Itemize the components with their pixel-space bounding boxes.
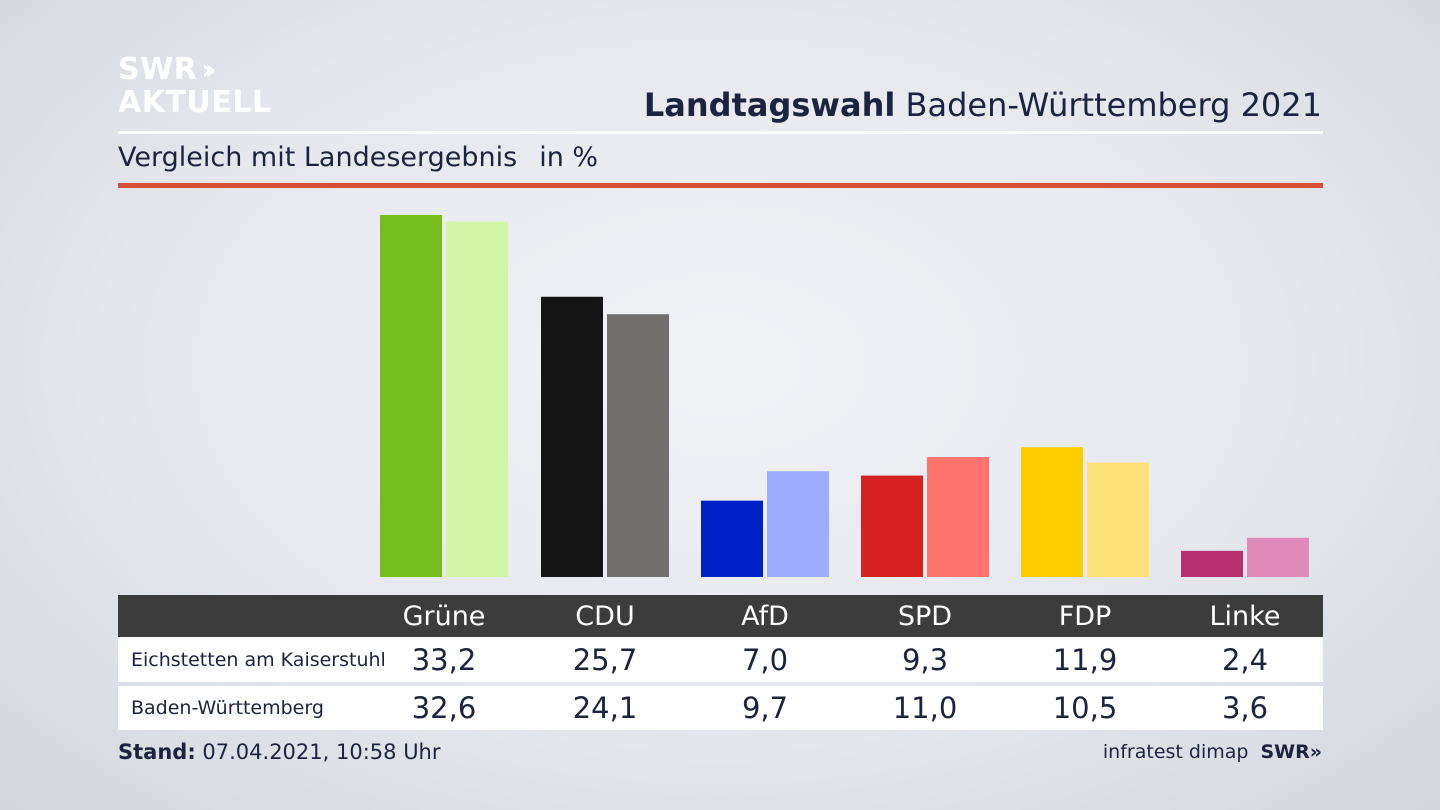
row-label: Baden-Württemberg [131,697,324,719]
value-cell: 9,7 [741,691,789,725]
stand-value: 07.04.2021, 10:58 Uhr [202,740,441,764]
column-header-fdp: FDP [1058,600,1112,632]
accent-divider [118,183,1323,188]
bar-afd-local [701,500,763,577]
bar-linke-state [1247,537,1309,577]
title-bold: Landtagswahl [643,86,896,124]
value-cell: 24,1 [572,691,638,725]
value-cell: 3,6 [1221,691,1269,725]
column-header-cdu: CDU [575,600,635,632]
value-cell: 33,2 [411,642,477,677]
timestamp: Stand: 07.04.2021, 10:58 Uhr [118,740,441,764]
title-rest: Baden-Württemberg 2021 [905,86,1323,124]
table-header-row: Grüne CDU AfD SPD FDP Linke [118,595,1323,637]
column-header-linke: Linke [1209,600,1281,632]
bar-spd-state [927,457,989,577]
value-cell: 11,0 [892,691,958,725]
table-row-eichstetten: Eichstetten am Kaiserstuhl 33,2 25,7 7,0 9,… [118,637,1323,682]
value-cell: 25,7 [572,642,638,677]
value-cell: 10,5 [1052,691,1118,725]
chart-subtitle: Vergleich mit Landesergebnis in % [118,142,598,173]
value-cell: 9,3 [901,642,949,677]
subtitle-text: Vergleich mit Landesergebnis [118,142,518,173]
value-cell: 32,6 [411,691,477,725]
stand-label: Stand: [118,740,196,764]
page-title: Landtagswahl Baden-Württemberg 2021 [644,86,1322,124]
swr-aktuell-logo: SWR ›› AKTUELL [118,54,272,120]
bar-grne-local [380,215,442,577]
column-header-spd: SPD [897,600,953,632]
row-label: Eichstetten am Kaiserstuhl [131,648,386,671]
bar-fdp-state [1087,462,1149,577]
column-header-grne: Grüne [402,600,486,632]
bar-cdu-state [607,314,669,577]
title-divider [118,131,1323,134]
results-table: Grüne CDU AfD SPD FDP Linke Eichstetten am Ka… [118,595,1323,730]
bar-chart [380,215,1309,577]
source-credit: infratest dimap SWR» [1103,741,1322,763]
swr-brand-icon: SWR» [1260,741,1322,763]
source-text: infratest dimap [1102,741,1249,763]
value-cell: 2,4 [1221,642,1269,677]
table-row-baden-wuerttemberg: Baden-Württemberg 32,6 24,1 9,7 11,0 10,5 3,6 [118,686,1323,730]
logo-swr-text: SWR [118,52,198,87]
bar-spd-local [861,475,923,577]
value-cell: 7,0 [741,642,789,677]
bar-cdu-local [541,296,603,577]
bar-grne-state [446,221,508,577]
value-cell: 11,9 [1052,642,1118,677]
bar-linke-local [1181,550,1243,577]
column-header-afd: AfD [741,600,789,632]
logo-aktuell-text: AKTUELL [118,85,272,120]
bar-afd-state [767,471,829,577]
unit-label: in % [539,142,599,173]
bar-fdp-local [1021,447,1083,577]
